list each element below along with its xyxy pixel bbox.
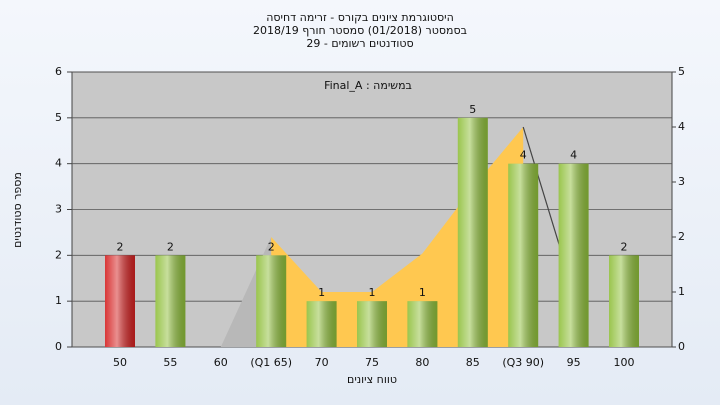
x-tick-label: (Q3 90) — [502, 356, 544, 369]
annotation: Final_A : במשימה — [324, 79, 412, 92]
y2-tick-label: 2 — [678, 230, 685, 243]
y-tick-label: 6 — [55, 65, 62, 78]
y-tick-label: 3 — [55, 203, 62, 216]
x-tick-label: (Q1 65) — [250, 356, 292, 369]
bar-shade — [357, 301, 387, 347]
bar-shade — [155, 255, 186, 347]
bar-shade — [558, 163, 589, 347]
x-tick-label: 85 — [466, 356, 480, 369]
value-label: 2 — [268, 240, 275, 253]
x-tick-label: 60 — [214, 356, 228, 369]
x-tick-label: 55 — [163, 356, 177, 369]
y-tick-label: 4 — [55, 157, 62, 170]
y2-tick-label: 0 — [678, 340, 685, 353]
value-label: 4 — [570, 149, 577, 162]
value-label: 2 — [621, 240, 628, 253]
value-label: 2 — [117, 240, 124, 253]
y-tick-label: 2 — [55, 248, 62, 261]
y-tick-label: 5 — [55, 111, 62, 124]
y-tick-label: 0 — [55, 340, 62, 353]
title-line: בסמסטר (01/2018) סמסטר חורף 2018/19 — [253, 24, 467, 37]
y-axis-label: מספר סטודנטים — [11, 172, 24, 248]
y2-tick-label: 3 — [678, 175, 685, 188]
value-label: 1 — [419, 286, 426, 299]
y2-tick-label: 4 — [678, 120, 685, 133]
x-axis-label: טווח ציונים — [347, 373, 397, 386]
value-label: 4 — [520, 149, 527, 162]
value-label: 1 — [369, 286, 376, 299]
title-line: סטודנטים רשומים - 29 — [306, 37, 413, 50]
bar-shade — [609, 255, 639, 347]
bar-shade — [306, 301, 337, 347]
bar-shade — [508, 163, 539, 347]
x-tick-label: 70 — [315, 356, 329, 369]
y2-tick-label: 1 — [678, 285, 685, 298]
x-tick-label: 75 — [365, 356, 379, 369]
x-tick-label: 100 — [614, 356, 635, 369]
y2-tick-label: 5 — [678, 65, 685, 78]
x-tick-label: 50 — [113, 356, 127, 369]
x-tick-label: 95 — [567, 356, 581, 369]
x-tick-label: 80 — [415, 356, 429, 369]
bar-shade — [105, 255, 135, 347]
bar-shade — [256, 255, 287, 347]
bar-shade — [457, 117, 488, 347]
value-label: 5 — [469, 103, 476, 116]
bar-shade — [407, 301, 438, 347]
value-label: 1 — [318, 286, 325, 299]
y-tick-label: 1 — [55, 294, 62, 307]
title-line: היסטוגרמת ציונים בקורס - זרימה דחיסה — [266, 11, 454, 24]
value-label: 2 — [167, 240, 174, 253]
